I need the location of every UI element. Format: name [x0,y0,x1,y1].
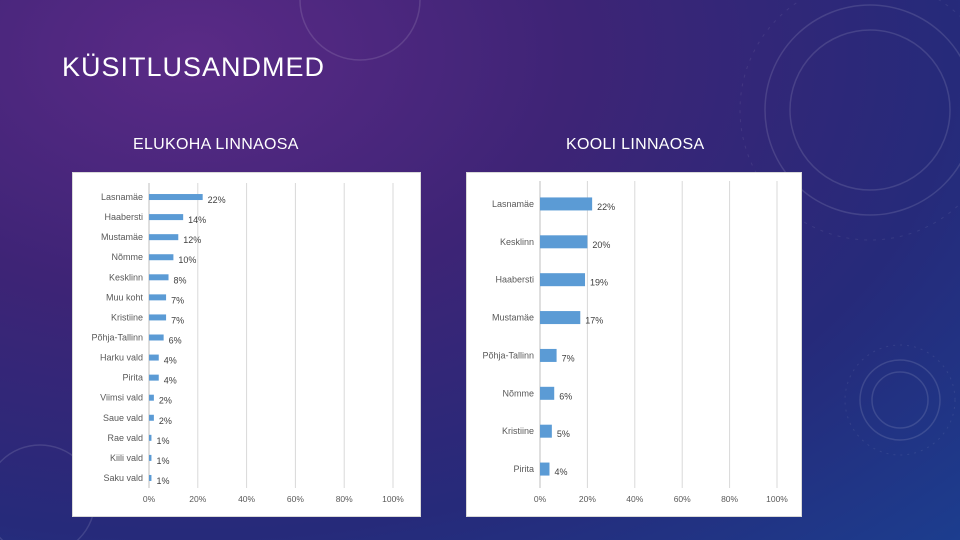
data-label: 19% [590,278,608,288]
category-label: Põhja-Tallinn [482,350,534,360]
category-label: Saue vald [103,413,143,423]
category-label: Kesklinn [109,272,143,282]
category-label: Kristiine [111,312,143,322]
x-tick-label: 100% [766,494,788,504]
category-label: Nõmme [111,252,143,262]
category-label: Viimsi vald [100,393,143,403]
data-label: 7% [562,353,575,363]
x-tick-label: 100% [382,494,404,504]
bar [149,194,203,201]
bar [149,354,159,361]
x-tick-label: 60% [287,494,304,504]
bar [149,294,167,301]
data-label: 1% [156,456,169,466]
chart-heading-school: KOOLI LINNAOSA [566,136,705,153]
bar [540,462,550,476]
data-label: 20% [592,240,610,250]
data-label: 4% [164,376,177,386]
x-tick-label: 80% [721,494,738,504]
category-label: Mustamäe [101,232,143,242]
data-label: 2% [159,416,172,426]
bar [149,254,174,261]
data-label: 12% [183,235,201,245]
category-label: Lasnamäe [492,199,534,209]
category-label: Lasnamäe [101,192,143,202]
data-label: 4% [554,467,567,477]
x-tick-label: 20% [579,494,596,504]
category-label: Mustamäe [492,313,534,323]
category-label: Pirita [122,373,143,383]
school-district-chart: 0% 20% 40% 60% 80% 100% Lasnamäe 22% Kesklinn 20%… [466,172,802,517]
category-label: Harku vald [100,353,143,363]
data-label: 22% [597,202,615,212]
data-label: 14% [188,215,206,225]
slide-title: KÜSITLUSANDMED [62,52,326,82]
residence-district-chart-svg: 0% 20% 40% 60% 80% 100% Lasnamäe 22% Haabersti 14… [91,183,404,504]
data-label: 5% [557,429,570,439]
bar [149,234,179,241]
x-tick-label: 60% [674,494,691,504]
category-label: Kesklinn [500,237,534,247]
data-label: 4% [164,356,177,366]
residence-district-chart: 0% 20% 40% 60% 80% 100% Lasnamäe 22% Haabersti 14… [72,172,421,517]
data-label: 17% [585,316,603,326]
bar [149,394,154,401]
category-label: Rae vald [107,433,143,443]
school-district-chart-svg: 0% 20% 40% 60% 80% 100% Lasnamäe 22% Kesklinn 20%… [482,181,788,504]
bar [149,274,169,281]
category-label: Nõmme [502,388,534,398]
x-tick-label: 80% [336,494,353,504]
category-label: Kiili vald [110,453,143,463]
bar [540,273,586,287]
x-tick-label: 0% [534,494,547,504]
bar [149,334,164,341]
bar [149,434,152,441]
bar [540,235,588,249]
bar [149,374,159,381]
category-label: Põhja-Tallinn [91,333,143,343]
data-label: 7% [171,295,184,305]
x-tick-label: 0% [143,494,156,504]
category-label: Haabersti [104,212,143,222]
x-tick-label: 40% [626,494,643,504]
bar [149,214,184,221]
x-tick-label: 20% [189,494,206,504]
category-label: Saku vald [103,473,143,483]
bar [540,197,593,211]
bar [540,386,555,400]
bar [540,348,557,362]
data-label: 8% [174,275,187,285]
data-label: 10% [178,255,196,265]
data-label: 6% [169,336,182,346]
data-label: 2% [159,396,172,406]
bar [149,314,167,321]
bar [149,454,152,461]
category-label: Kristiine [502,426,534,436]
category-label: Pirita [513,464,534,474]
data-label: 1% [156,476,169,486]
category-label: Haabersti [495,275,534,285]
bar [540,424,552,438]
category-label: Muu koht [106,292,144,302]
data-label: 7% [171,315,184,325]
data-label: 22% [208,195,226,205]
chart-heading-residence: ELUKOHA LINNAOSA [133,136,299,153]
data-label: 1% [156,436,169,446]
bar [540,311,581,325]
x-tick-label: 40% [238,494,255,504]
bar [149,474,152,481]
bar [149,414,154,421]
data-label: 6% [559,391,572,401]
